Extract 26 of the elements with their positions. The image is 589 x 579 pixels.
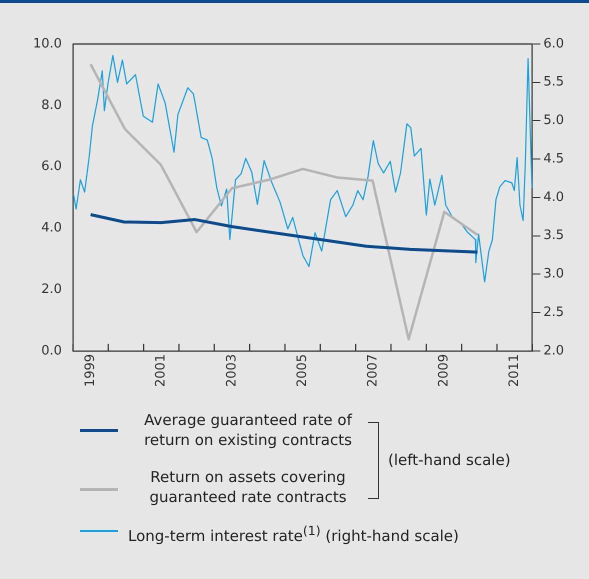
y-tick-label: 10.0 <box>32 36 62 52</box>
y-tick-label: 8.0 <box>41 98 62 113</box>
y2-tick-label: 2.0 <box>543 343 564 358</box>
legend-label: Return on assets covering guaranteed rate contracts <box>148 467 348 507</box>
x-tick-label: 2003 <box>224 354 240 388</box>
y2-tick-label: 3.0 <box>543 266 564 282</box>
y-tick-label: 0.0 <box>41 343 62 358</box>
y2-tick-label: 4.5 <box>543 151 564 166</box>
y2-tick-label: 5.0 <box>543 113 564 128</box>
y2-tick-label: 2.5 <box>543 304 564 320</box>
y2-tick-label: 5.5 <box>543 74 564 90</box>
x-tick-label: 2007 <box>366 354 381 388</box>
x-tick-label: 2001 <box>154 354 169 388</box>
y2-tick-label: 3.5 <box>543 228 564 244</box>
legend-label: Average guaranteed rate of return on existing contracts <box>143 410 354 450</box>
x-tick-label: 2011 <box>507 354 522 388</box>
y2-tick-label: 4.0 <box>543 190 564 205</box>
legend-label: Long-term interest rate$^{(1)}$ (right-hand scale) <box>128 522 459 546</box>
text: (left-hand scale) <box>388 450 511 470</box>
y-tick-label: 6.0 <box>41 159 62 174</box>
y2-tick-label: 6.0 <box>543 36 564 52</box>
x-tick-label: 2005 <box>295 354 310 388</box>
x-tick-label: 1999 <box>82 354 98 388</box>
x-tick-label: 2009 <box>436 354 452 388</box>
y-tick-label: 4.0 <box>41 220 62 236</box>
y-tick-label: 2.0 <box>41 282 62 297</box>
